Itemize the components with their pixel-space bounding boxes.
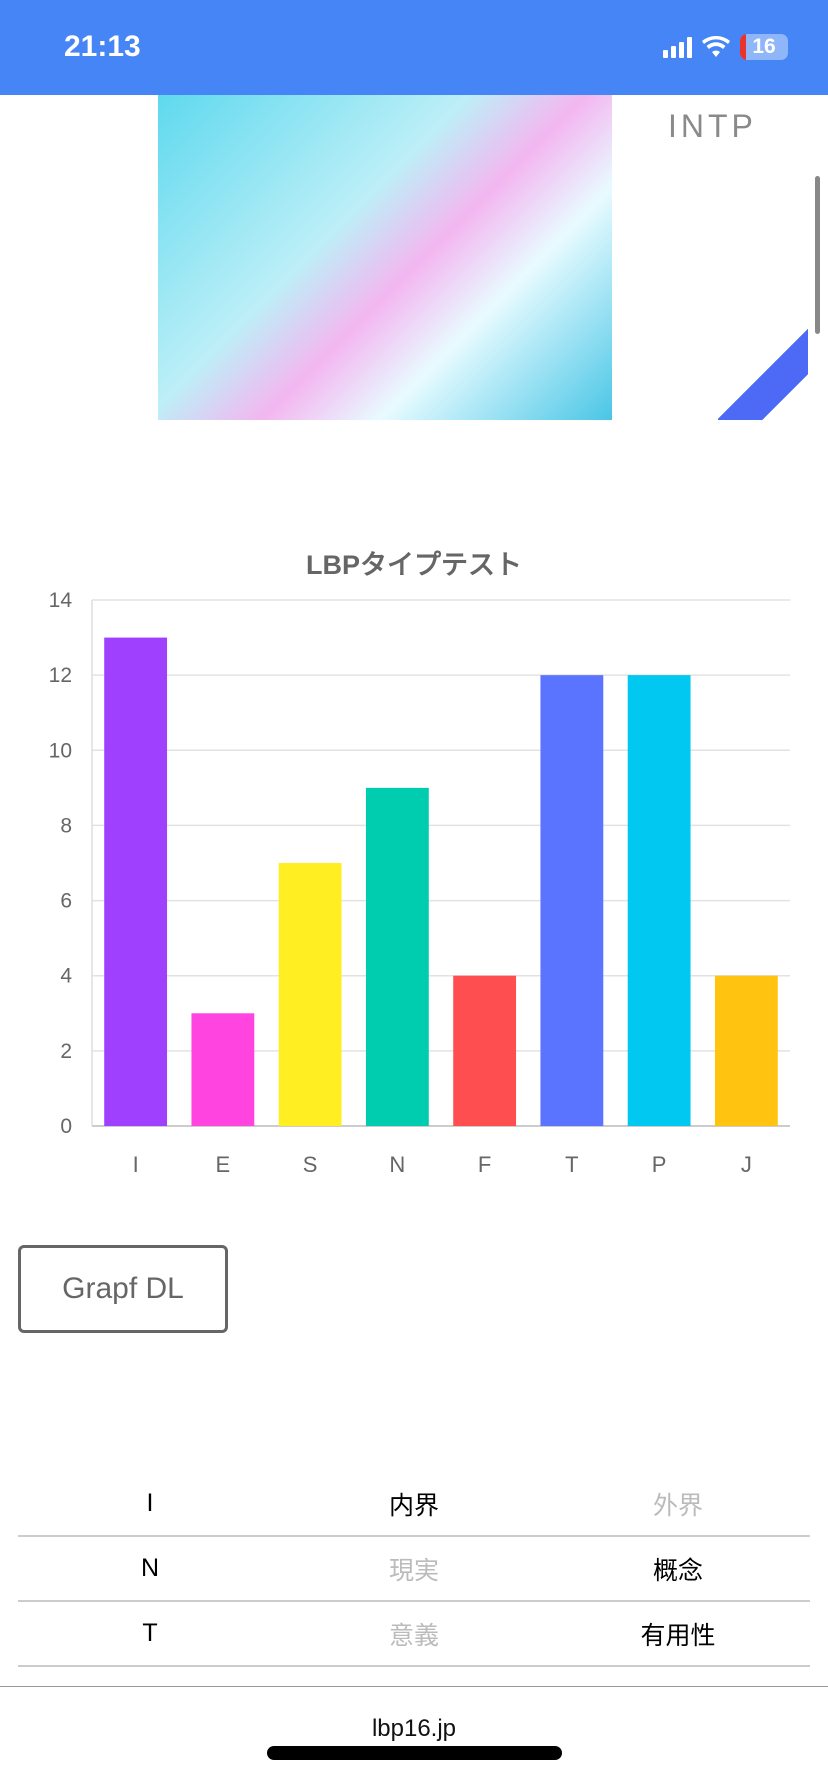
x-tick-label: F (478, 1152, 491, 1177)
decorative-stripe (718, 328, 808, 420)
right-trait: 概念 (652, 1556, 703, 1585)
y-tick-label: 14 (49, 589, 73, 612)
left-trait: 意義 (388, 1621, 439, 1650)
table-row: N 現実 概念 (18, 1537, 810, 1602)
type-table: I 内界 外界 N 現実 概念 T 意義 有用性 (18, 1472, 810, 1667)
x-tick-label: J (741, 1152, 752, 1177)
bar-F (453, 975, 517, 1126)
x-tick-label: E (216, 1152, 231, 1177)
y-tick-label: 6 (60, 890, 72, 913)
chart-title: LBPタイプテスト (306, 550, 522, 580)
bar-P (627, 675, 691, 1126)
character-illustration (158, 95, 612, 420)
table-row: I 内界 外界 (18, 1472, 810, 1537)
scrollbar[interactable] (815, 176, 820, 334)
bar-N (365, 787, 429, 1126)
left-trait: 現実 (388, 1556, 439, 1585)
letter: N (140, 1554, 160, 1582)
browser-footer: lbp16.jp (0, 1686, 828, 1792)
y-tick-label: 8 (60, 814, 72, 837)
bar-I (104, 637, 168, 1126)
y-tick-label: 10 (49, 739, 72, 762)
x-tick-label: T (565, 1152, 578, 1177)
signal-icon (663, 36, 692, 58)
y-tick-label: 2 (60, 1040, 72, 1063)
x-tick-label: N (389, 1152, 405, 1177)
clock: 21:13 (64, 30, 141, 63)
right-trait: 外界 (652, 1491, 703, 1520)
letter: I (146, 1489, 154, 1517)
x-tick-label: I (133, 1152, 139, 1177)
y-tick-label: 0 (60, 1115, 72, 1138)
y-tick-label: 4 (60, 965, 72, 988)
y-tick-label: 12 (49, 664, 72, 687)
bar-J (714, 975, 778, 1126)
bar-S (278, 863, 342, 1126)
table-row: T 意義 有用性 (18, 1602, 810, 1667)
type-label: INTP (668, 108, 757, 144)
right-trait: 有用性 (640, 1621, 716, 1650)
x-tick-label: S (303, 1152, 318, 1177)
url-bar[interactable]: lbp16.jp (371, 1715, 457, 1742)
battery-icon: 16 (740, 34, 788, 60)
bar-E (191, 1013, 255, 1126)
left-trait: 内界 (388, 1491, 439, 1520)
graph-download-button[interactable]: Grapf DL (18, 1245, 228, 1333)
wifi-icon (702, 36, 730, 57)
status-bar: 21:13 16 (0, 0, 828, 95)
letter: T (142, 1619, 158, 1647)
x-tick-label: P (652, 1152, 667, 1177)
home-indicator[interactable] (267, 1746, 562, 1760)
bar-T (540, 675, 604, 1126)
bar-chart: 0 2 4 6 8 10 12 14 I E S N F T P J (49, 589, 790, 1177)
